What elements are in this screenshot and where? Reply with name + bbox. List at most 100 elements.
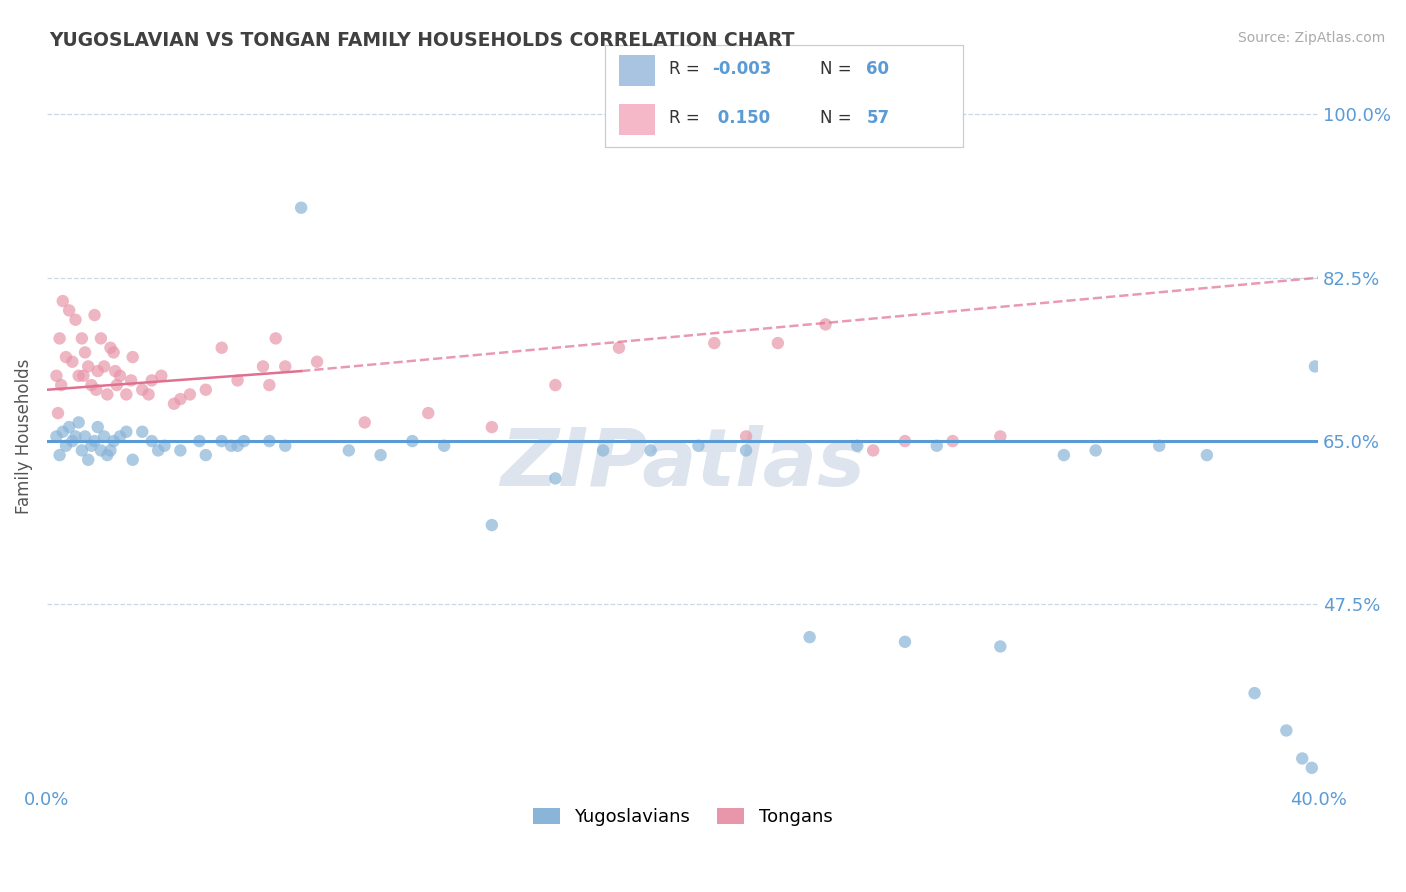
Point (55, 439, 77, 453)
Point (87, 420, 110, 434)
Point (370, 448, 392, 462)
Point (194, 448, 217, 462)
Point (77, 452, 100, 467)
Point (90, 443, 112, 458)
Point (418, 406, 440, 420)
Point (103, 434, 125, 448)
Point (1275, 723, 1298, 738)
Point (80, 439, 103, 453)
FancyBboxPatch shape (619, 104, 655, 135)
Point (131, 425, 153, 439)
Point (188, 434, 211, 448)
Point (988, 429, 1011, 443)
Point (100, 443, 122, 458)
Point (290, 201, 312, 215)
Point (211, 434, 233, 448)
Point (640, 443, 662, 458)
Point (46, 406, 69, 420)
Point (67, 416, 90, 430)
Point (226, 439, 249, 453)
Point (688, 439, 710, 453)
Point (73, 429, 96, 443)
Point (735, 429, 758, 443)
Point (141, 434, 163, 448)
Text: R =: R = (669, 61, 706, 78)
Point (72, 368, 94, 383)
Point (80, 378, 103, 392)
Point (544, 378, 567, 392)
Point (894, 434, 917, 448)
Point (219, 439, 242, 453)
Point (925, 439, 948, 453)
Point (65, 312, 87, 326)
Text: N =: N = (820, 61, 856, 78)
Point (481, 420, 503, 434)
Point (232, 434, 254, 448)
Point (100, 341, 122, 355)
Point (1084, 443, 1107, 458)
Point (108, 429, 131, 443)
Point (252, 359, 274, 374)
Point (1147, 439, 1170, 453)
Point (65, 429, 87, 443)
Point (83, 308, 105, 322)
Point (115, 387, 138, 401)
Point (52, 294, 75, 309)
Point (433, 439, 456, 453)
Point (108, 368, 131, 383)
Point (894, 634, 917, 648)
Point (264, 331, 287, 345)
Point (153, 439, 176, 453)
Point (226, 373, 249, 387)
Point (87, 364, 110, 378)
Point (121, 452, 143, 467)
Text: R =: R = (669, 110, 706, 128)
Point (814, 318, 837, 332)
Point (169, 392, 191, 406)
Point (115, 425, 138, 439)
Point (150, 368, 173, 383)
Point (67, 368, 90, 383)
Point (259, 434, 281, 448)
Text: ZIPatlas: ZIPatlas (501, 425, 865, 503)
Text: 0.150: 0.150 (713, 110, 770, 128)
Point (1301, 761, 1323, 775)
Point (121, 350, 143, 364)
Point (45, 429, 67, 443)
Point (169, 443, 191, 458)
Point (141, 373, 163, 387)
Point (105, 378, 128, 392)
Point (353, 416, 375, 430)
Point (83, 434, 105, 448)
Text: 57: 57 (866, 110, 890, 128)
Point (84, 383, 107, 397)
Point (544, 471, 567, 485)
Point (194, 383, 217, 397)
Point (51, 378, 73, 392)
Point (988, 640, 1011, 654)
Point (799, 630, 821, 644)
Point (60, 434, 83, 448)
Point (703, 336, 725, 351)
Point (131, 383, 153, 397)
Point (735, 443, 758, 458)
Text: N =: N = (820, 110, 856, 128)
Point (146, 443, 169, 458)
Text: Source: ZipAtlas.com: Source: ZipAtlas.com (1237, 31, 1385, 45)
Point (96, 448, 118, 462)
Text: 60: 60 (866, 61, 890, 78)
Text: -0.003: -0.003 (713, 61, 772, 78)
Point (96, 387, 118, 401)
FancyBboxPatch shape (619, 55, 655, 86)
Point (90, 331, 112, 345)
Point (592, 443, 614, 458)
Point (942, 434, 965, 448)
Point (52, 425, 75, 439)
Point (481, 518, 503, 533)
Point (337, 443, 360, 458)
Point (163, 397, 186, 411)
Point (846, 439, 869, 453)
Point (862, 443, 884, 458)
Point (179, 387, 201, 401)
Point (58, 303, 80, 318)
